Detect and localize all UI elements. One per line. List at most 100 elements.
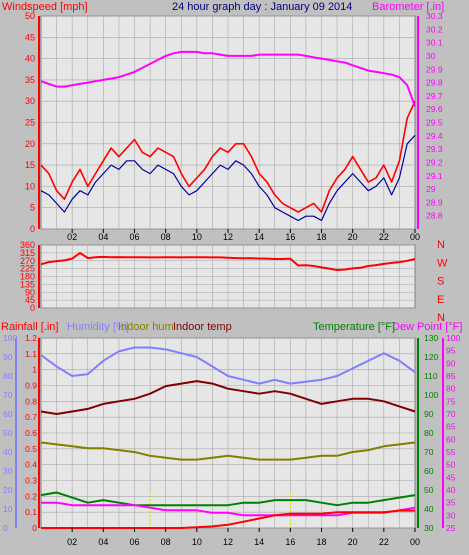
temperature-tick-label: 130 <box>424 333 438 343</box>
windspeed-tick-label: 50 <box>25 11 35 21</box>
rainfall-axis-title: Rainfall [.in] <box>1 321 58 333</box>
dewpoint-tick-label: 55 <box>446 447 456 457</box>
grid-lines <box>41 15 415 529</box>
dewpoint-tick-label: 35 <box>446 498 456 508</box>
time-tick-label: 20 <box>348 537 358 547</box>
temperature-tick-label: 40 <box>424 504 434 514</box>
temperature-line <box>40 491 416 507</box>
windspeed-tick-label: 40 <box>25 54 35 64</box>
barometer-tick-label: 29.2 <box>426 157 443 167</box>
barometer-tick-label: 29.5 <box>426 118 443 128</box>
dewpoint-tick-label: 70 <box>446 409 456 419</box>
windspeed-line <box>40 100 416 213</box>
time-tick-label: 02 <box>67 537 77 547</box>
compass-label: E <box>437 294 444 306</box>
rain-tick-label: 0.6 <box>25 428 37 438</box>
humidity-tick-label: 20 <box>3 485 13 495</box>
compass-label: N <box>437 239 445 251</box>
direction-tick-label: 225 <box>20 264 35 274</box>
temperature-tick-label: 70 <box>424 447 434 457</box>
windspeed-tick-label: 10 <box>25 181 35 191</box>
rain-tick-label: 1 <box>32 365 37 375</box>
temperature-axis-title: Temperature [°F] <box>313 321 395 333</box>
humidity-tick-label: 40 <box>3 447 13 457</box>
direction-tick-label: 90 <box>25 287 35 297</box>
rain-tick-label: 0.2 <box>25 491 37 501</box>
rain-tick-label: 0.4 <box>25 460 37 470</box>
humidity-tick-label: 90 <box>3 352 13 362</box>
barometer-tick-label: 29 <box>426 184 436 194</box>
wind-direction-line <box>40 251 416 271</box>
time-tick-label: 14 <box>254 232 264 242</box>
windspeed-tick-label: 0 <box>30 224 35 234</box>
dewpoint-tick-label: 60 <box>446 434 456 444</box>
compass-label: N <box>437 312 445 324</box>
temperature-tick-label: 50 <box>424 485 434 495</box>
time-tick-label: 06 <box>130 537 140 547</box>
dewpoint-tick-label: 85 <box>446 371 456 381</box>
time-tick-label: 08 <box>161 537 171 547</box>
dewpoint-tick-label: 100 <box>446 333 460 343</box>
indoor-temp-line <box>40 380 416 415</box>
chart-title: 24 hour graph day : January 09 2014 <box>172 1 352 13</box>
time-tick-label: 04 <box>98 232 108 242</box>
time-tick-label: 12 <box>223 537 233 547</box>
windspeed-axis-title: Windspeed [mph] <box>2 1 88 13</box>
dewpoint-tick-label: 95 <box>446 346 456 356</box>
temperature-tick-label: 100 <box>424 390 438 400</box>
series-lines <box>40 50 416 529</box>
humidity-line <box>40 346 416 385</box>
barometer-tick-label: 29.1 <box>426 171 443 181</box>
time-tick-label: 12 <box>223 232 233 242</box>
rain-tick-label: 0 <box>32 523 37 533</box>
time-tick-label: 10 <box>192 232 202 242</box>
barometer-axis-title: Barometer [.in] <box>372 1 444 13</box>
humidity-axis-title: Humidity [%] <box>67 321 129 333</box>
windspeed-tick-label: 35 <box>25 75 35 85</box>
indoor-temp-legend: Indoor temp <box>173 321 232 333</box>
barometer-tick-label: 29.9 <box>426 64 443 74</box>
time-tick-label: 06 <box>130 232 140 242</box>
humidity-tick-label: 10 <box>3 504 13 514</box>
humidity-tick-label: 30 <box>3 466 13 476</box>
direction-tick-label: 0 <box>30 303 35 313</box>
direction-tick-label: 360 <box>20 240 35 250</box>
rain-tick-label: 1.1 <box>25 349 37 359</box>
barometer-tick-label: 29.8 <box>426 78 443 88</box>
temperature-tick-label: 80 <box>424 428 434 438</box>
time-tick-label: 22 <box>379 232 389 242</box>
barometer-line <box>40 50 416 107</box>
dewpoint-tick-label: 75 <box>446 396 456 406</box>
dewpoint-tick-label: 90 <box>446 358 456 368</box>
windspeed-tick-label: 20 <box>25 139 35 149</box>
barometer-tick-label: 30 <box>426 51 436 61</box>
time-tick-label: 08 <box>161 232 171 242</box>
dewpoint-tick-label: 45 <box>446 472 456 482</box>
time-tick-label: 16 <box>285 537 295 547</box>
dew-point-axis-title: Dew Point [°F] <box>392 321 462 333</box>
barometer-tick-label: 30.2 <box>426 24 443 34</box>
time-tick-label: 18 <box>317 537 327 547</box>
windspeed-tick-label: 30 <box>25 96 35 106</box>
time-tick-label: 00 <box>410 232 420 242</box>
temperature-tick-label: 120 <box>424 352 438 362</box>
direction-tick-label: 180 <box>20 272 35 282</box>
dewpoint-tick-label: 40 <box>446 485 456 495</box>
time-tick-label: 10 <box>192 537 202 547</box>
direction-tick-label: 270 <box>20 256 35 266</box>
barometer-tick-label: 28.8 <box>426 211 443 221</box>
direction-tick-label: 45 <box>25 295 35 305</box>
direction-tick-label: 315 <box>20 248 35 258</box>
temperature-tick-label: 110 <box>424 371 438 381</box>
dewpoint-tick-label: 25 <box>446 523 456 533</box>
windspeed-tick-label: 45 <box>25 32 35 42</box>
barometer-tick-label: 30.3 <box>426 11 443 21</box>
time-tick-label: 02 <box>67 232 77 242</box>
rain-tick-label: 0.1 <box>25 507 37 517</box>
windspeed-tick-label: 5 <box>30 203 35 213</box>
windspeed-tick-label: 15 <box>25 160 35 170</box>
humidity-tick-label: 50 <box>3 428 13 438</box>
time-tick-label: 22 <box>379 537 389 547</box>
windspeed-tick-label: 25 <box>25 118 35 128</box>
